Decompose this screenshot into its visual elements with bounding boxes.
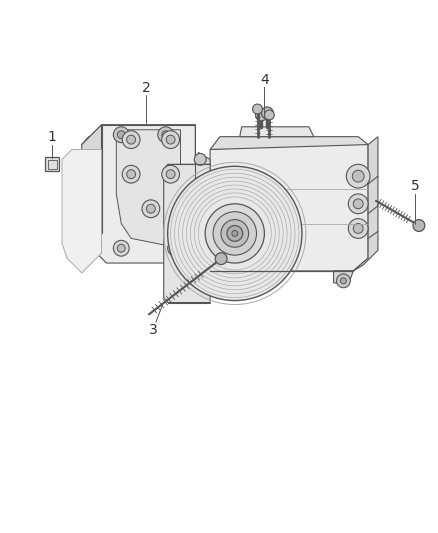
Circle shape — [162, 131, 180, 149]
Circle shape — [127, 135, 136, 144]
Circle shape — [166, 135, 175, 144]
Circle shape — [348, 194, 368, 214]
Circle shape — [205, 204, 265, 263]
Text: 1: 1 — [48, 130, 57, 144]
Polygon shape — [164, 164, 210, 303]
Circle shape — [168, 240, 184, 256]
Circle shape — [194, 228, 206, 239]
Circle shape — [162, 131, 170, 139]
Text: 5: 5 — [411, 179, 420, 193]
Circle shape — [232, 278, 238, 284]
Circle shape — [265, 110, 274, 120]
Circle shape — [213, 212, 257, 255]
Circle shape — [227, 225, 243, 241]
Circle shape — [413, 220, 425, 231]
Circle shape — [122, 131, 140, 149]
Circle shape — [253, 104, 262, 114]
Text: 4: 4 — [260, 74, 269, 87]
Circle shape — [117, 244, 125, 252]
Circle shape — [142, 200, 160, 217]
Circle shape — [194, 154, 206, 165]
Circle shape — [346, 164, 370, 188]
Circle shape — [168, 166, 302, 301]
Circle shape — [146, 204, 155, 213]
Polygon shape — [82, 136, 195, 144]
Bar — [48, 160, 57, 169]
Circle shape — [232, 230, 238, 237]
Circle shape — [353, 199, 363, 209]
Circle shape — [166, 169, 175, 179]
Circle shape — [158, 127, 173, 143]
Polygon shape — [198, 225, 210, 248]
Circle shape — [172, 244, 180, 252]
Polygon shape — [92, 125, 195, 263]
Circle shape — [127, 169, 136, 179]
Circle shape — [255, 109, 267, 121]
Polygon shape — [210, 144, 368, 271]
Circle shape — [261, 107, 273, 119]
Polygon shape — [82, 125, 195, 144]
Circle shape — [162, 165, 180, 183]
Polygon shape — [225, 271, 245, 285]
Circle shape — [348, 219, 368, 238]
Text: 2: 2 — [141, 82, 150, 95]
Circle shape — [353, 223, 363, 233]
Circle shape — [221, 220, 249, 247]
Polygon shape — [62, 149, 102, 273]
Circle shape — [117, 131, 125, 139]
Circle shape — [340, 278, 346, 284]
Circle shape — [215, 253, 227, 264]
Circle shape — [228, 274, 242, 288]
Polygon shape — [117, 130, 180, 248]
Polygon shape — [198, 152, 210, 174]
Circle shape — [352, 170, 364, 182]
Polygon shape — [210, 136, 368, 149]
Circle shape — [113, 240, 129, 256]
Polygon shape — [240, 127, 314, 136]
Bar — [45, 157, 59, 171]
Polygon shape — [333, 271, 353, 285]
Circle shape — [113, 127, 129, 143]
Polygon shape — [82, 125, 102, 263]
Polygon shape — [353, 136, 378, 271]
Circle shape — [336, 274, 350, 288]
Text: 3: 3 — [148, 323, 157, 337]
Circle shape — [122, 165, 140, 183]
